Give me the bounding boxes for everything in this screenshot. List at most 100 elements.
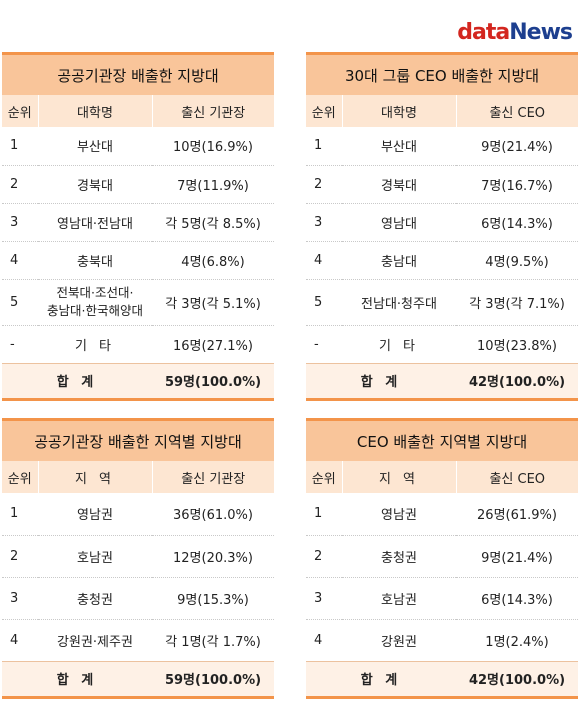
university-cell: 부산대 xyxy=(38,127,152,166)
total-value: 42명(100.0%) xyxy=(456,362,579,401)
rank-cell: 3 xyxy=(306,203,342,242)
university-cell: 기 타 xyxy=(38,325,152,364)
table-row: 3 영남대·전남대 각 5명(각 8.5%) xyxy=(2,203,274,242)
count-cell: 7명(16.7%) xyxy=(456,165,579,204)
university-line-1: 전북대·조선대· xyxy=(56,285,134,300)
header-rank: 순위 xyxy=(306,95,343,127)
total-value: 59명(100.0%) xyxy=(152,660,274,699)
university-cell: 영남대·전남대 xyxy=(38,203,152,242)
university-line-2: 충남대·한국해양대 xyxy=(47,303,143,318)
rank-cell: 2 xyxy=(2,165,38,204)
count-cell: 1명(2.4%) xyxy=(456,619,579,662)
total-value: 59명(100.0%) xyxy=(152,362,274,401)
header-rank: 순위 xyxy=(306,461,343,493)
count-cell: 9명(21.4%) xyxy=(456,535,579,578)
count-cell: 7명(11.9%) xyxy=(152,165,274,204)
region-cell: 강원권 xyxy=(342,619,456,662)
table-row: 1 부산대 10명(16.9%) xyxy=(2,127,274,166)
table-row: 2 경북대 7명(11.9%) xyxy=(2,165,274,204)
table-row: 4 강원권·제주권 각 1명(각 1.7%) xyxy=(2,619,274,662)
count-cell: 9명(15.3%) xyxy=(152,577,274,620)
university-cell: 부산대 xyxy=(342,127,456,166)
table-row: 4 충북대 4명(6.8%) xyxy=(2,241,274,280)
table-region-public-heads: 공공기관장 배출한 지역별 지방대 순위 지 역 출신 기관장 1 영남권 36… xyxy=(2,418,274,699)
table-univ-public-heads: 공공기관장 배출한 지방대 순위 대학명 출신 기관장 1 부산대 10명(16… xyxy=(2,52,274,401)
rank-cell: 5 xyxy=(306,279,342,326)
total-label: 합 계 xyxy=(2,362,152,401)
rank-cell: - xyxy=(306,325,342,364)
university-cell: 영남대 xyxy=(342,203,456,242)
count-cell: 10명(16.9%) xyxy=(152,127,274,166)
rank-cell: 4 xyxy=(306,619,342,662)
count-cell: 4명(9.5%) xyxy=(456,241,579,280)
rank-cell: 4 xyxy=(2,241,38,280)
count-cell: 각 3명(각 5.1%) xyxy=(152,279,274,326)
region-cell: 영남권 xyxy=(38,493,152,536)
count-cell: 12명(20.3%) xyxy=(152,535,274,578)
university-cell: 충북대 xyxy=(38,241,152,280)
table-row: - 기 타 16명(27.1%) xyxy=(2,325,274,364)
rank-cell: 1 xyxy=(306,127,342,166)
region-cell: 강원권·제주권 xyxy=(38,619,152,662)
table-row: 3 호남권 6명(14.3%) xyxy=(306,577,579,620)
datanews-logo: dataNews xyxy=(457,20,573,45)
table-title: 공공기관장 배출한 지역별 지방대 xyxy=(2,418,274,461)
total-label: 합 계 xyxy=(306,362,456,401)
table-row: 1 영남권 26명(61.9%) xyxy=(306,493,579,536)
rank-cell: 3 xyxy=(2,203,38,242)
table-row: 1 영남권 36명(61.0%) xyxy=(2,493,274,536)
count-cell: 각 5명(각 8.5%) xyxy=(152,203,274,242)
logo-text-news: News xyxy=(509,20,573,45)
table-row: - 기 타 10명(23.8%) xyxy=(306,325,579,364)
total-label: 합 계 xyxy=(2,660,152,699)
rank-cell: 1 xyxy=(306,493,342,536)
count-cell: 6명(14.3%) xyxy=(456,203,579,242)
total-value: 42명(100.0%) xyxy=(456,660,579,699)
header-count: 출신 CEO xyxy=(456,461,579,493)
header-region: 지 역 xyxy=(342,461,457,493)
rank-cell: 5 xyxy=(2,279,38,326)
table-region-ceos: CEO 배출한 지역별 지방대 순위 지 역 출신 CEO 1 영남권 26명(… xyxy=(306,418,579,699)
university-cell: 경북대 xyxy=(342,165,456,204)
count-cell: 36명(61.0%) xyxy=(152,493,274,536)
rank-cell: - xyxy=(2,325,38,364)
rank-cell: 2 xyxy=(306,165,342,204)
region-cell: 영남권 xyxy=(342,493,456,536)
rank-cell: 1 xyxy=(2,127,38,166)
university-cell: 전남대·청주대 xyxy=(342,279,456,326)
university-cell: 기 타 xyxy=(342,325,456,364)
region-cell: 충청권 xyxy=(38,577,152,620)
count-cell: 각 1명(각 1.7%) xyxy=(152,619,274,662)
university-cell: 전북대·조선대· 충남대·한국해양대 xyxy=(38,279,152,326)
header-university: 대학명 xyxy=(38,95,153,127)
rank-cell: 3 xyxy=(2,577,38,620)
region-cell: 호남권 xyxy=(342,577,456,620)
table-row: 4 충남대 4명(9.5%) xyxy=(306,241,579,280)
rank-cell: 2 xyxy=(2,535,38,578)
header-count: 출신 기관장 xyxy=(152,95,274,127)
total-label: 합 계 xyxy=(306,660,456,699)
header-count: 출신 CEO xyxy=(456,95,579,127)
rank-cell: 3 xyxy=(306,577,342,620)
header-region: 지 역 xyxy=(38,461,153,493)
count-cell: 각 3명(각 7.1%) xyxy=(456,279,579,326)
table-row: 3 충청권 9명(15.3%) xyxy=(2,577,274,620)
count-cell: 9명(21.4%) xyxy=(456,127,579,166)
university-cell: 충남대 xyxy=(342,241,456,280)
count-cell: 6명(14.3%) xyxy=(456,577,579,620)
region-cell: 호남권 xyxy=(38,535,152,578)
logo-text-data: data xyxy=(457,20,510,45)
count-cell: 16명(27.1%) xyxy=(152,325,274,364)
header-rank: 순위 xyxy=(2,95,39,127)
table-row: 2 경북대 7명(16.7%) xyxy=(306,165,579,204)
header-count: 출신 기관장 xyxy=(152,461,274,493)
table-title: 30대 그룹 CEO 배출한 지방대 xyxy=(306,52,579,95)
region-cell: 충청권 xyxy=(342,535,456,578)
table-row: 2 호남권 12명(20.3%) xyxy=(2,535,274,578)
table-row: 2 충청권 9명(21.4%) xyxy=(306,535,579,578)
table-row: 5 전남대·청주대 각 3명(각 7.1%) xyxy=(306,279,579,326)
rank-cell: 2 xyxy=(306,535,342,578)
table-univ-ceos: 30대 그룹 CEO 배출한 지방대 순위 대학명 출신 CEO 1 부산대 9… xyxy=(306,52,579,401)
count-cell: 10명(23.8%) xyxy=(456,325,579,364)
university-cell: 경북대 xyxy=(38,165,152,204)
